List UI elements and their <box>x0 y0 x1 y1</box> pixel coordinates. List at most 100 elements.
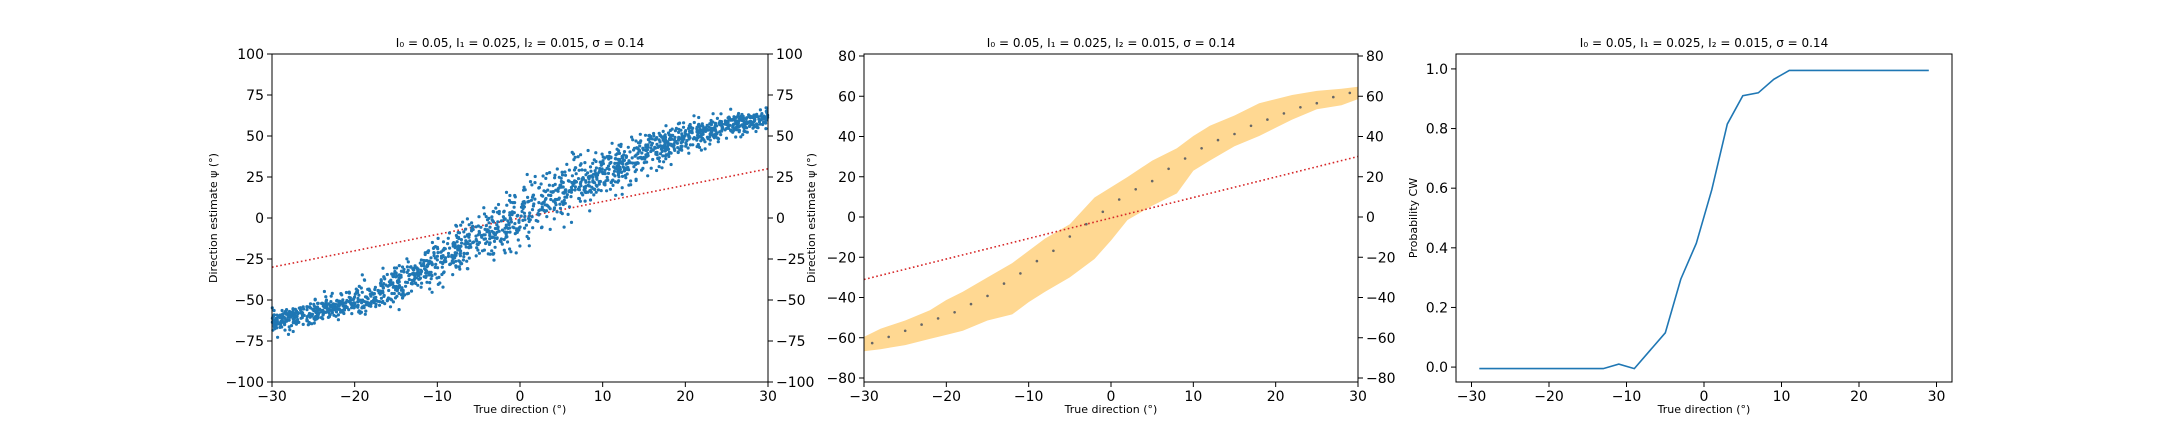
scatter-point <box>602 181 606 185</box>
mean-point <box>1183 157 1187 160</box>
scatter-point <box>629 179 633 183</box>
scatter-point <box>455 240 459 244</box>
probability-panel: I₀ = 0.05, I₁ = 0.025, I₂ = 0.015, σ = 0… <box>1407 36 1953 416</box>
scatter-point <box>613 180 618 184</box>
scatter-point <box>474 237 478 242</box>
scatter-point <box>439 250 443 254</box>
scatter-point <box>505 203 509 207</box>
mean-point <box>1167 167 1170 171</box>
scatter-point <box>596 188 601 192</box>
y-tick: −25 <box>234 252 272 268</box>
band-y-axis-label: Direction estimate ψ (°) <box>805 153 818 283</box>
y-tick-label: −25 <box>234 252 264 268</box>
scatter-point <box>300 313 305 317</box>
scatter-point <box>436 251 440 255</box>
scatter-point <box>666 142 670 146</box>
scatter-point <box>663 148 667 152</box>
scatter-point <box>360 273 364 277</box>
scatter-point <box>508 213 512 217</box>
scatter-point <box>506 240 510 244</box>
scatter-point <box>597 170 601 174</box>
scatter-point <box>492 231 496 235</box>
scatter-point <box>353 292 357 296</box>
mean-point <box>1249 124 1253 128</box>
scatter-point <box>640 151 644 155</box>
band-y-ticks-left: −80 −60 −40 −20 0 20 40 60 80 <box>826 49 864 387</box>
scatter-point <box>467 235 471 239</box>
scatter-point <box>407 291 411 295</box>
scatter-point <box>758 122 762 126</box>
y-tick-label: −20 <box>826 250 856 266</box>
scatter-point <box>384 283 388 287</box>
scatter-point <box>702 129 707 133</box>
scatter-point <box>523 226 527 230</box>
scatter-point <box>624 162 628 166</box>
scatter-point <box>750 123 754 127</box>
scatter-point <box>483 233 487 237</box>
scatter-point <box>711 112 715 116</box>
scatter-point <box>273 317 278 321</box>
scatter-point <box>697 145 702 149</box>
scatter-point <box>547 193 551 197</box>
scatter-point <box>669 162 673 167</box>
scatter-point <box>633 170 637 174</box>
scatter-point <box>638 140 642 145</box>
scatter-point <box>450 253 454 257</box>
scatter-point <box>477 215 481 219</box>
scatter-point <box>412 266 416 270</box>
scatter-point <box>539 193 544 197</box>
scatter-point <box>292 317 296 321</box>
y-tick-right: 80 <box>1358 49 1384 65</box>
scatter-point <box>764 121 768 125</box>
y-tick-label: 50 <box>246 129 264 145</box>
scatter-point <box>509 220 513 224</box>
scatter-point <box>578 163 582 167</box>
scatter-point <box>521 206 525 211</box>
scatter-point <box>726 120 730 124</box>
y-tick-right: −20 <box>1358 250 1396 266</box>
scatter-point <box>391 274 396 278</box>
scatter-point <box>447 231 452 235</box>
scatter-point <box>343 306 347 310</box>
scatter-point <box>540 225 544 229</box>
scatter-point <box>490 229 494 233</box>
scatter-point <box>393 296 398 300</box>
scatter-point <box>614 153 618 157</box>
scatter-point <box>586 183 590 187</box>
scatter-point <box>650 141 655 145</box>
scatter-panel: I₀ = 0.05, I₁ = 0.025, I₂ = 0.015, σ = 0… <box>207 36 814 416</box>
scatter-point <box>378 300 382 304</box>
x-tick-label: 20 <box>676 389 694 405</box>
y-tick-label: −50 <box>234 293 264 309</box>
scatter-point <box>309 306 313 310</box>
scatter-point <box>464 245 468 249</box>
scatter-point <box>413 281 418 285</box>
scatter-point <box>429 260 433 264</box>
scatter-point <box>327 315 331 319</box>
mean-point <box>953 311 956 314</box>
scatter-point <box>482 206 486 210</box>
scatter-point <box>593 187 597 191</box>
scatter-point <box>465 217 469 221</box>
scatter-point <box>508 247 512 251</box>
scatter-point <box>677 127 681 131</box>
scatter-point <box>401 288 405 292</box>
scatter-point <box>505 230 509 234</box>
scatter-point <box>302 307 306 311</box>
scatter-point <box>729 129 733 133</box>
mean-point <box>1332 95 1335 99</box>
scatter-point <box>430 273 434 277</box>
scatter-point <box>599 161 604 165</box>
scatter-point <box>374 295 378 299</box>
x-tick: −10 <box>1612 382 1641 405</box>
scatter-point <box>517 218 521 222</box>
scatter-point <box>695 130 699 134</box>
scatter-point <box>501 215 505 219</box>
scatter-point <box>321 304 325 308</box>
scatter-point <box>479 225 483 229</box>
scatter-point <box>395 266 399 270</box>
x-tick: −20 <box>340 382 369 405</box>
scatter-point <box>286 332 291 336</box>
scatter-point <box>391 281 395 285</box>
scatter-point <box>672 147 676 151</box>
